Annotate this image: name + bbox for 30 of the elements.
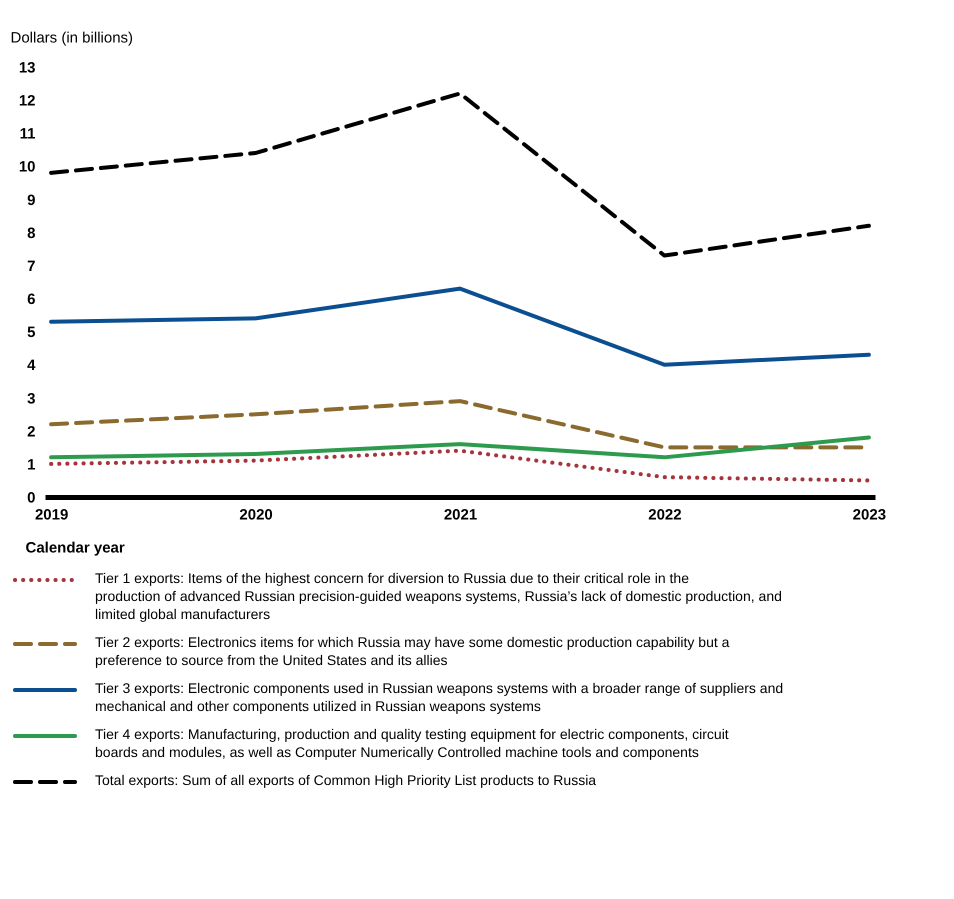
- y-tick-label: 1: [27, 456, 36, 474]
- x-tick-label: 2021: [444, 506, 478, 524]
- y-tick-label: 3: [27, 390, 36, 408]
- legend-label: Total exports: Sum of all exports of Common High Priority List products to Russia: [95, 772, 596, 788]
- legend-label: Tier 4 exports: Manufacturing, production and quality testing equipment for electric components, circuit boards and modules, as well as Computer Numerically Controlled machine tools and components: [95, 726, 729, 760]
- line-series: [49, 286, 871, 367]
- y-tick-label: 13: [18, 60, 36, 76]
- y-tick-label: 12: [18, 92, 36, 110]
- legend-label: Tier 2 exports: Electronics items for which Russia may have some domestic production capability but a preference to source from the United States and its allies: [95, 634, 730, 668]
- y-tick-label: 10: [18, 158, 36, 176]
- line-series: [49, 91, 871, 258]
- legend-label: Tier 1 exports: Items of the highest concern for diversion to Russia due to their critical role in the production of advanced Russian precision-guided weapons systems, Russia’s lack of domestic production, and limited global manufacturers: [95, 570, 782, 622]
- y-tick-label: 6: [27, 291, 36, 308]
- y-tick-label: 11: [20, 126, 36, 143]
- y-tick-label: 4: [27, 357, 36, 374]
- y-tick-label: 9: [27, 192, 36, 209]
- line-series: [49, 448, 871, 482]
- x-axis-title: Calendar year: [26, 540, 125, 556]
- legend-label: Tier 3 exports: Electronic components used in Russian weapons systems with a broader range of suppliers and mechanical and other components utilized in Russian weapons systems: [95, 680, 784, 714]
- x-tick-label: 2022: [648, 506, 682, 524]
- line-series: [49, 435, 871, 460]
- y-axis-title: Dollars (in billions): [10, 30, 134, 46]
- y-tick-label: 0: [27, 490, 36, 506]
- x-tick-label: 2023: [852, 506, 886, 524]
- x-tick-label: 2019: [34, 506, 68, 524]
- y-tick-label: 5: [27, 324, 36, 342]
- y-tick-label: 2: [27, 423, 36, 440]
- y-tick-label: 8: [27, 224, 36, 242]
- y-tick-label: 7: [27, 258, 36, 275]
- x-tick-label: 2020: [239, 506, 273, 524]
